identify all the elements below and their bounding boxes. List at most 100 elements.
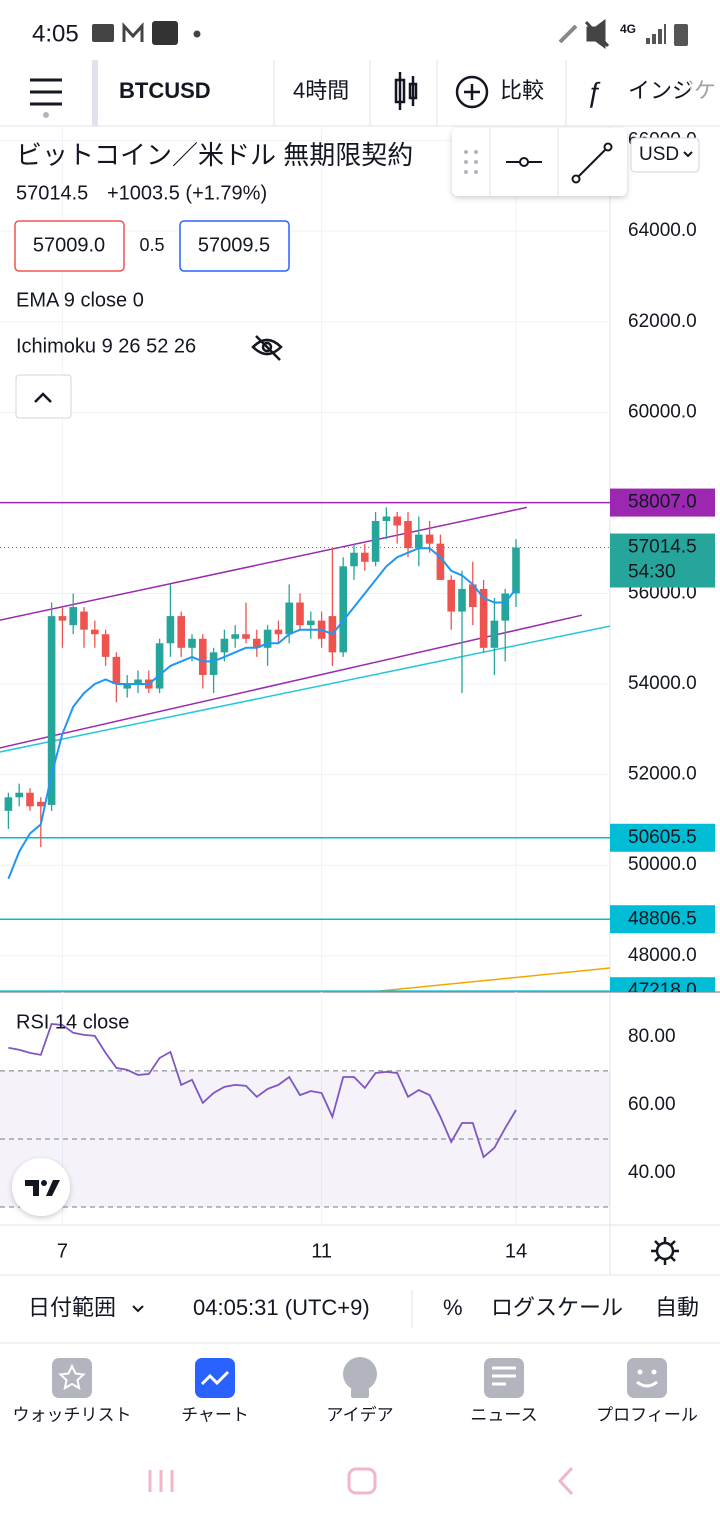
- price-label-bg: [610, 905, 715, 934]
- symbol[interactable]: BTCUSD: [119, 78, 211, 103]
- drag-handle[interactable]: [464, 150, 478, 174]
- candle-body: [15, 792, 23, 798]
- candle-body: [490, 620, 499, 648]
- icon: [351, 1388, 369, 1398]
- icon: [584, 19, 610, 49]
- nav-label[interactable]: アイデア: [326, 1404, 393, 1424]
- icon: [193, 30, 201, 38]
- nav-icon[interactable]: [484, 1358, 524, 1398]
- candle-body: [339, 566, 347, 653]
- icon: [152, 21, 178, 45]
- icon: [651, 1369, 657, 1375]
- trend-line: [370, 967, 610, 992]
- nav-icon[interactable]: [195, 1358, 235, 1398]
- nav-label[interactable]: ニュース: [470, 1405, 537, 1424]
- fade: [690, 62, 720, 124]
- candle-body: [274, 629, 283, 635]
- y-tick-label: 54000.0: [628, 673, 697, 694]
- chart-type-button[interactable]: [394, 72, 418, 110]
- y-tick-label: 64000.0: [628, 220, 697, 241]
- hidden-icon[interactable]: [251, 335, 283, 361]
- date-range[interactable]: 日付範囲: [28, 1295, 116, 1320]
- candle-body: [404, 521, 412, 549]
- log-toggle[interactable]: ログスケール: [491, 1295, 623, 1320]
- interval[interactable]: 4時間: [293, 78, 349, 103]
- y-tick-label: 40.00: [628, 1162, 676, 1183]
- buy-button[interactable]: [179, 220, 290, 272]
- price-label-bg: [610, 488, 715, 517]
- nav-label[interactable]: ウォッチリスト: [13, 1405, 132, 1424]
- nav-label[interactable]: チャート: [181, 1405, 249, 1424]
- last-value: 57014.5: [16, 182, 88, 204]
- recent-button[interactable]: [148, 1470, 174, 1492]
- compare[interactable]: 比較: [500, 78, 544, 103]
- candle-body: [101, 634, 110, 657]
- drawing-toolbar: USD: [452, 128, 700, 196]
- candle-body: [361, 552, 369, 562]
- candle-body: [80, 611, 88, 630]
- last-price-label: 57014.5: [628, 537, 697, 558]
- change: +1003.5 (+1.79%): [107, 182, 267, 204]
- y-tick-label: 48000.0: [628, 945, 697, 966]
- price-label: 48806.5: [628, 908, 697, 929]
- tv-logo[interactable]: [12, 1158, 70, 1216]
- currency-button[interactable]: [630, 137, 700, 173]
- currency[interactable]: USD: [639, 144, 679, 165]
- settings-button[interactable]: [651, 1237, 679, 1265]
- rsi-line: [8, 1023, 517, 1159]
- sell-button[interactable]: [14, 220, 125, 272]
- candle-body: [501, 593, 509, 621]
- nav-icon[interactable]: [627, 1358, 667, 1398]
- auto-toggle[interactable]: 自動: [655, 1295, 699, 1320]
- ema-legend[interactable]: EMA 9 close 0: [16, 289, 144, 311]
- nav-icon[interactable]: [343, 1357, 377, 1391]
- ichimoku-legend[interactable]: Ichimoku 9 26 52 26: [16, 335, 196, 357]
- candle-body: [469, 584, 477, 608]
- rsi-legend[interactable]: RSI 14 close: [16, 1011, 129, 1033]
- y-tick-label: 56000.0: [628, 582, 697, 603]
- bottom-bar: 日付範囲 04:05:31 (UTC+9) % ログスケール 自動: [0, 1274, 720, 1344]
- icon: [58, 1363, 86, 1390]
- trend-line-tool[interactable]: [571, 142, 613, 184]
- horizontal-line-tool[interactable]: [506, 157, 542, 167]
- collapse-button[interactable]: [15, 374, 72, 419]
- rsi-pane: [0, 992, 610, 1225]
- nav-icon[interactable]: [52, 1358, 92, 1398]
- legend: ビットコイン／米ドル 無期限契約 57014.5 +1003.5 (+1.79%…: [14, 140, 413, 1033]
- y-tick-label: 50000.0: [628, 854, 697, 875]
- candle-body: [231, 634, 239, 639]
- candle-body: [123, 684, 131, 689]
- price-pane: [0, 127, 610, 992]
- symbol-title: ビットコイン／米ドル 無期限契約: [16, 140, 413, 170]
- candle-body: [58, 616, 67, 621]
- y-tick-label: 60000.0: [628, 401, 697, 422]
- icon: [637, 1369, 643, 1375]
- icon: [92, 24, 114, 42]
- back-button[interactable]: [557, 1466, 574, 1496]
- candle-body: [447, 579, 455, 612]
- price-label-bg: [610, 823, 715, 852]
- candle-body: [436, 543, 445, 580]
- x-tick-label: 11: [311, 1240, 332, 1262]
- menu-button[interactable]: [30, 78, 62, 106]
- candle-body: [253, 638, 261, 648]
- candle-body: [415, 534, 423, 549]
- percent-toggle[interactable]: %: [443, 1295, 463, 1320]
- candle-body: [155, 643, 164, 689]
- icon: [558, 24, 578, 44]
- nav-label[interactable]: プロフィール: [596, 1405, 698, 1424]
- fx-icon[interactable]: ƒ: [586, 76, 602, 107]
- home-button[interactable]: [347, 1467, 377, 1495]
- clock[interactable]: 04:05:31 (UTC+9): [193, 1295, 370, 1320]
- candle-body: [4, 797, 13, 811]
- candle-body: [285, 602, 293, 635]
- candle-body: [112, 656, 121, 685]
- compare-button[interactable]: [455, 75, 489, 109]
- trend-line: [0, 625, 610, 753]
- bid[interactable]: 57009.0: [33, 234, 105, 256]
- icon: [492, 1366, 516, 1386]
- icon: [122, 22, 144, 42]
- candle-body: [26, 792, 34, 807]
- ask[interactable]: 57009.5: [198, 234, 270, 256]
